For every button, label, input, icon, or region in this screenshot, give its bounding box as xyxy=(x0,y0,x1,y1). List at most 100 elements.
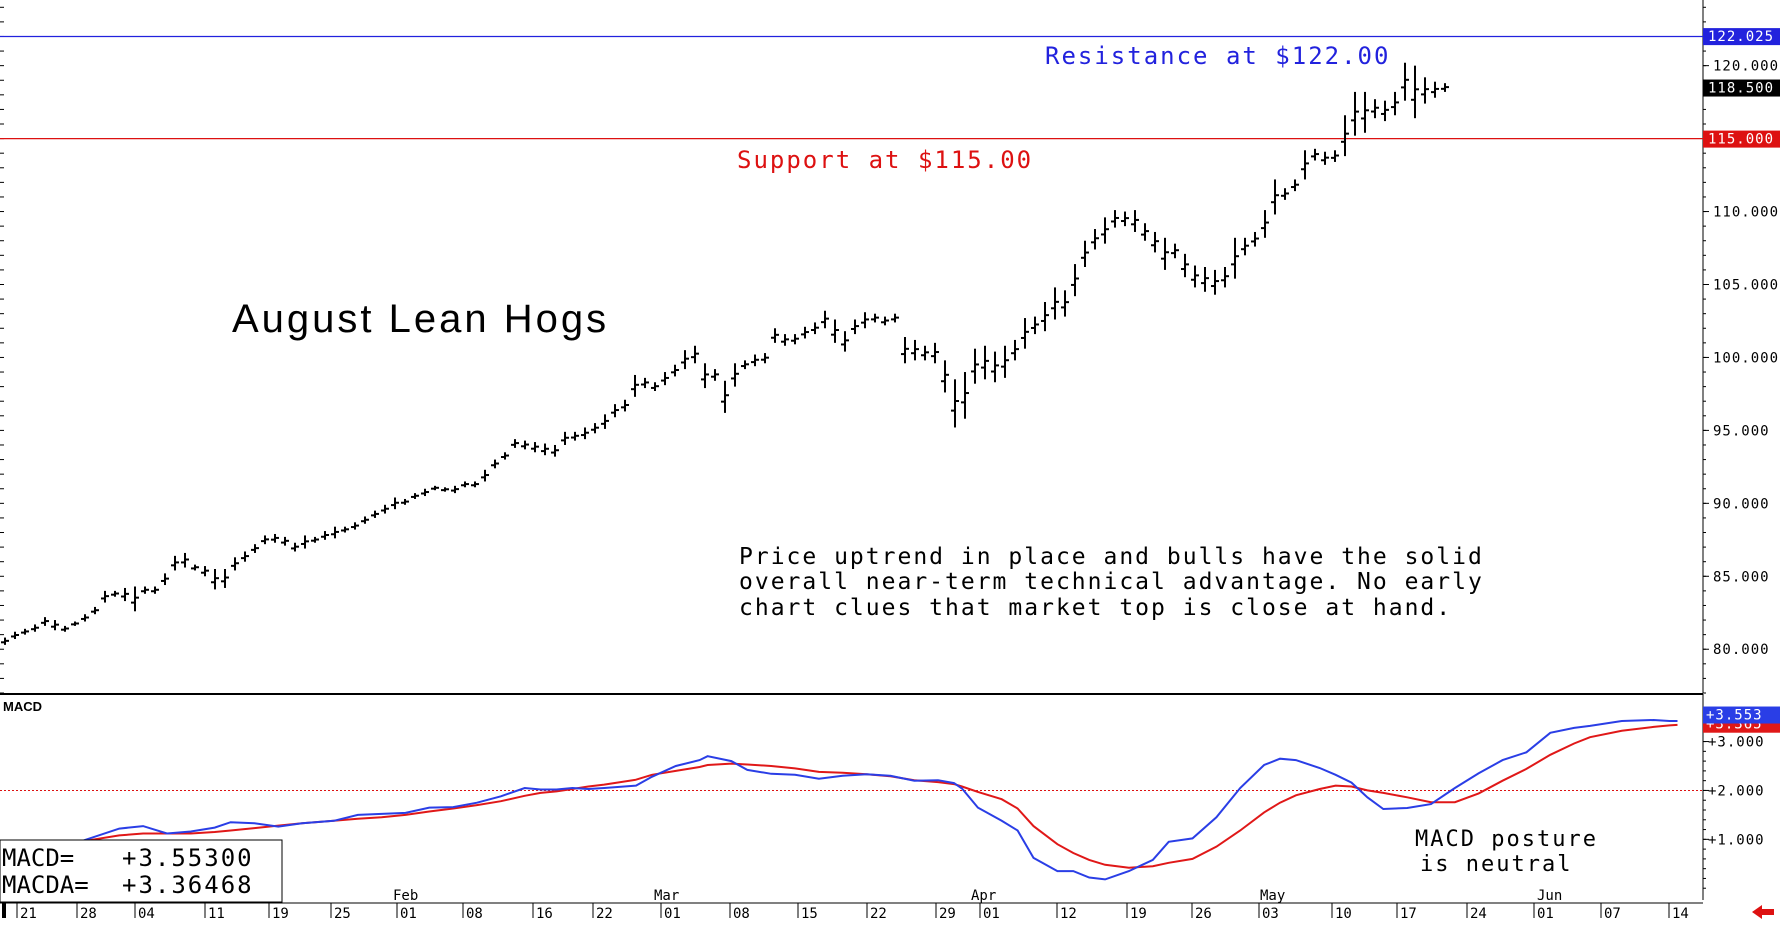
price-bar xyxy=(661,372,669,386)
resistance-tag-text: 122.025 xyxy=(1708,29,1774,45)
chart-title: August Lean Hogs xyxy=(232,297,609,341)
date-label: 12 xyxy=(1060,906,1077,922)
price-bar xyxy=(171,555,179,571)
price-bar xyxy=(531,442,539,453)
price-bar xyxy=(131,586,139,612)
price-bar xyxy=(911,339,919,361)
price-bar xyxy=(341,526,349,533)
price-bar xyxy=(431,485,439,491)
price-bar xyxy=(241,551,249,562)
price-tick-label: 95.000 xyxy=(1713,423,1770,439)
price-bar xyxy=(291,542,299,552)
price-bar xyxy=(1021,318,1029,349)
date-label: 14 xyxy=(1672,906,1689,922)
price-tick-label: 120.000 xyxy=(1713,59,1779,75)
date-label: 04 xyxy=(138,906,155,922)
price-bar xyxy=(671,364,679,377)
price-bar xyxy=(1201,266,1209,292)
macd-tick-label: +1.000 xyxy=(1708,832,1765,848)
price-bar xyxy=(971,348,979,384)
last-price-tag: 118.500 xyxy=(1703,79,1780,97)
date-label: 08 xyxy=(466,906,483,922)
price-bar xyxy=(501,452,509,460)
price-bar xyxy=(71,621,79,626)
price-bar xyxy=(1371,99,1379,119)
price-bar xyxy=(1411,65,1419,119)
date-label: 22 xyxy=(596,906,613,922)
price-bar xyxy=(111,590,119,597)
price-bar xyxy=(991,351,999,383)
price-bar xyxy=(821,310,829,329)
price-bar xyxy=(31,624,39,632)
price-bar xyxy=(591,423,599,434)
month-label: May xyxy=(1260,888,1285,904)
price-bar xyxy=(1161,237,1169,270)
price-bar xyxy=(1301,150,1309,180)
price-tick-label: 80.000 xyxy=(1713,642,1770,658)
price-bar xyxy=(1121,211,1129,227)
macd-panel: MACD +3.000+2.000+1.000 +3.365 +3.553 MA… xyxy=(0,694,1780,903)
price-axis-ticks: 120.000 110.000 105.000 100.000 95.000 90.000… xyxy=(0,6,1779,694)
price-bar xyxy=(251,544,259,553)
date-label: 11 xyxy=(208,906,225,922)
date-axis-labels: 21 28 04 11 19 25 01 08 16 22 01 08 15 22 29 01 12 19 26 03… xyxy=(16,903,1689,922)
macda-readout-value: +3.36468 xyxy=(122,871,254,899)
price-bar xyxy=(461,481,469,488)
price-bar xyxy=(1221,266,1229,288)
price-bar xyxy=(581,427,589,440)
date-label: 26 xyxy=(1195,906,1212,922)
price-bar xyxy=(161,573,169,586)
price-bar xyxy=(981,345,989,380)
date-label: 22 xyxy=(870,906,887,922)
price-bar xyxy=(1241,237,1249,256)
price-bar xyxy=(1291,179,1299,192)
price-bar xyxy=(441,487,449,492)
price-bar xyxy=(421,488,429,497)
support-price-tag: 115.000 xyxy=(1703,130,1780,148)
month-label: Apr xyxy=(971,888,996,904)
price-tick-label: 100.000 xyxy=(1713,350,1779,366)
price-bar xyxy=(1151,231,1159,253)
price-bar xyxy=(881,316,889,326)
price-bar xyxy=(1191,265,1199,288)
price-bar xyxy=(1391,91,1399,116)
date-label: 28 xyxy=(80,906,97,922)
price-bar xyxy=(551,444,559,457)
price-bar xyxy=(571,431,579,441)
date-label: 16 xyxy=(536,906,553,922)
price-bar xyxy=(811,322,819,335)
macd-note-line-1: MACD posture xyxy=(1415,827,1598,852)
price-bar xyxy=(741,360,749,370)
price-bar xyxy=(321,531,329,540)
macd-tick-label: +2.000 xyxy=(1708,783,1765,799)
price-bar xyxy=(751,354,759,367)
price-bar xyxy=(91,606,99,615)
price-bar xyxy=(1211,269,1219,295)
price-bar xyxy=(641,377,649,389)
comment-line-3: chart clues that market top is close at … xyxy=(739,595,1452,621)
price-bar xyxy=(1261,210,1269,238)
price-bar xyxy=(151,586,159,594)
date-label: 01 xyxy=(1537,906,1554,922)
macd-tag: +3.553 xyxy=(1703,706,1780,724)
price-tick-label: 85.000 xyxy=(1713,569,1770,585)
price-bar xyxy=(841,331,849,352)
price-bar xyxy=(1281,188,1289,200)
left-arrow-icon[interactable] xyxy=(1752,905,1774,919)
month-label: Jun xyxy=(1537,888,1562,904)
price-bar xyxy=(561,431,569,445)
price-bar xyxy=(331,526,339,539)
price-bar xyxy=(371,510,379,518)
price-bar xyxy=(231,557,239,571)
price-bar xyxy=(801,326,809,339)
price-bar xyxy=(411,493,419,499)
price-tick-label: 110.000 xyxy=(1713,205,1779,221)
date-label: 15 xyxy=(801,906,818,922)
price-bars xyxy=(1,62,1449,645)
price-bar xyxy=(1421,77,1429,104)
price-bar xyxy=(691,345,699,364)
support-annotation: Support at $115.00 xyxy=(737,146,1033,174)
price-bar xyxy=(921,345,929,361)
date-axis: 21 28 04 11 19 25 01 08 16 22 01 08 15 22 29 01 12 19 26 03… xyxy=(0,888,1774,922)
